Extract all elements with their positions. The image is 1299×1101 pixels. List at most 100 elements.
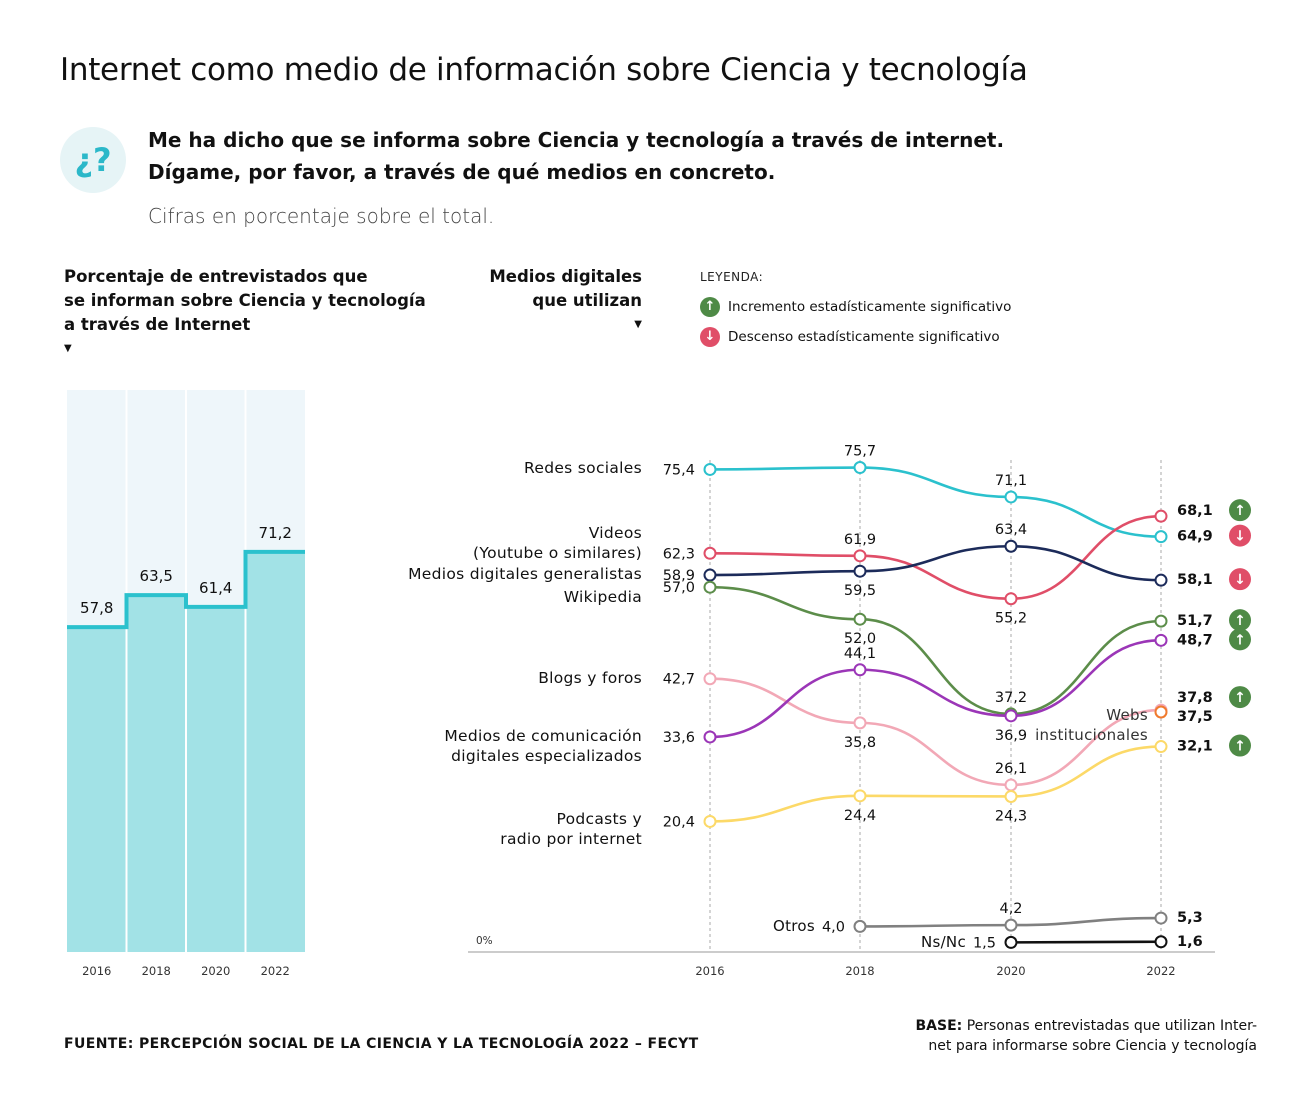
bar-2022 [245,551,305,952]
series-1-label-2018: 61,9 [844,532,876,548]
series-6-point-2018 [853,789,867,803]
series-3-label-2020: 37,2 [995,690,1027,706]
series-5-line [709,639,1162,739]
series-1-label-2022: 68,1 [1177,503,1213,519]
series-6-label-2016: 20,4 [663,814,695,830]
line-x-tick-2016: 2016 [695,964,724,978]
base-label: BASE: [915,1018,963,1034]
series-6-label-2022: 32,1 [1177,739,1213,755]
bar-x-tick-2018: 2018 [142,964,171,978]
bar-2020 [186,606,246,952]
series-2-label-2022: 58,1 [1177,572,1213,588]
bar-2016 [67,627,127,952]
legend-decrease: ↓ Descenso estadísticamente significativo [700,327,1000,347]
right-heading-marker: ▼ [634,319,642,330]
base-note: BASE: Personas entrevistadas que utiliza… [840,1016,1258,1056]
legend-decrease-label: Descenso estadísticamente significativo [728,329,1000,345]
series-2-point-2018 [853,564,867,578]
series-6-label-2020: 24,3 [995,808,1027,824]
series-1-point-2022 [1154,509,1168,523]
series-name-5-line-1: digitales especializados [451,747,642,765]
series-name-7-line-0: Webs [1106,706,1148,724]
bar-value-label-2016: 57,8 [80,599,113,617]
left-heading-line-1: Porcentaje de entrevistados que [64,267,368,286]
question-line-1: Me ha dicho que se informa sobre Ciencia… [148,128,1005,152]
series-8-label-2020: 4,2 [999,901,1022,917]
series-4-point-2020 [1004,778,1018,792]
series-4-point-2016 [703,672,717,686]
arrow-up-icon: ↑ [1229,628,1251,651]
series-8-point-2022 [1154,911,1168,925]
series-name-9-line-0: Ns/Nc [921,933,966,951]
arrow-up-icon: ↑ [1229,734,1251,757]
series-name-1-line-1: (Youtube o similares) [473,544,642,562]
arrow-up-icon: ↑ [1229,499,1251,522]
source-note: FUENTE: PERCEPCIÓN SOCIAL DE LA CIENCIA … [64,1036,699,1052]
series-0-label-2018: 75,7 [844,444,876,460]
series-2-line [709,544,1162,582]
svg-text:↓: ↓ [1234,529,1246,545]
figures-note: Cifras en porcentaje sobre el total. [148,204,495,228]
series-2-point-2020 [1004,539,1018,553]
series-2-point-2022 [1154,573,1168,587]
question-icon: ¿? [60,127,126,193]
series-4-point-2018 [853,716,867,730]
series-5-point-2016 [703,730,717,744]
legend-title: LEYENDA: [700,270,764,284]
series-6-point-2020 [1004,789,1018,803]
series-9-point-2022 [1154,935,1168,949]
bar-value-label-2018: 63,5 [140,567,173,585]
series-3-point-2022 [1154,614,1168,628]
series-8-point-2018 [853,919,867,933]
bar-value-label-2022: 71,2 [259,524,292,542]
bar-value-label-2020: 61,4 [199,579,232,597]
series-6-line [709,745,1162,823]
series-1-point-2018 [853,549,867,563]
series-3-label-2022: 51,7 [1177,613,1213,629]
series-0-point-2016 [703,462,717,476]
series-6-point-2022 [1154,740,1168,754]
bar-x-tick-2020: 2020 [201,964,230,978]
series-0-label-2020: 71,1 [995,473,1027,489]
arrow-down-icon: ↓ [700,327,720,347]
base-text-1: Personas entrevistadas que utilizan Inte… [966,1018,1257,1034]
question-icon-glyph: ¿? [74,141,112,179]
svg-text:↑: ↑ [1234,613,1246,629]
series-2-label-2016: 58,9 [663,568,695,584]
series-3-label-2018: 52,0 [844,631,876,647]
series-7-point-2022 [1154,705,1168,719]
series-name-7-line-1: institucionales [1035,726,1148,744]
series-9-point-2020 [1004,935,1018,949]
series-name-6-line-1: radio por internet [500,830,642,848]
series-1-point-2020 [1004,592,1018,606]
series-4-label-2022: 37,8 [1177,690,1213,706]
series-0-label-2022: 64,9 [1177,529,1213,545]
left-heading-line-2: se informan sobre Ciencia y tecnología [64,291,426,310]
line-x-tick-2020: 2020 [996,964,1025,978]
series-2-point-2016 [703,568,717,582]
series-8-label-2018: 4,0 [822,919,845,935]
question-line-2: Dígame, por favor, a través de qué medio… [148,160,776,184]
series-7-label-2022: 37,5 [1177,709,1213,725]
series-6-label-2018: 24,4 [844,808,876,824]
series-2-label-2020: 63,4 [995,522,1027,538]
series-name-4-line-0: Blogs y foros [538,669,642,687]
series-0-label-2016: 75,4 [663,462,695,478]
series-5-point-2022 [1154,633,1168,647]
svg-text:↑: ↑ [1234,632,1246,648]
left-panel-heading: Porcentaje de entrevistados que se infor… [64,265,426,361]
series-0-point-2020 [1004,490,1018,504]
series-name-8-line-0: Otros [773,917,815,935]
left-heading-marker: ▼ [64,343,72,354]
right-panel-heading: Medios digitales que utilizan ▼ [470,265,642,337]
line-x-tick-2022: 2022 [1146,964,1175,978]
right-heading-line-1: Medios digitales [489,267,642,286]
series-name-6-line-0: Podcasts y [557,810,642,828]
series-name-2-line-0: Medios digitales generalistas [408,565,642,583]
legend-increase: ↑ Incremento estadísticamente significati… [700,297,1011,317]
series-8-point-2020 [1004,918,1018,932]
zero-label: 0% [476,935,493,947]
series-5-point-2020 [1004,709,1018,723]
series-9-label-2022: 1,6 [1177,934,1203,950]
legend-increase-label: Incremento estadísticamente significativ… [728,299,1012,315]
